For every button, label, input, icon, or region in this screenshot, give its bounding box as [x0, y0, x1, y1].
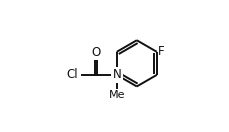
Text: O: O — [91, 46, 101, 59]
Text: N: N — [112, 68, 121, 81]
Text: F: F — [158, 45, 164, 58]
Text: Cl: Cl — [67, 68, 78, 81]
Text: Me: Me — [108, 90, 125, 100]
